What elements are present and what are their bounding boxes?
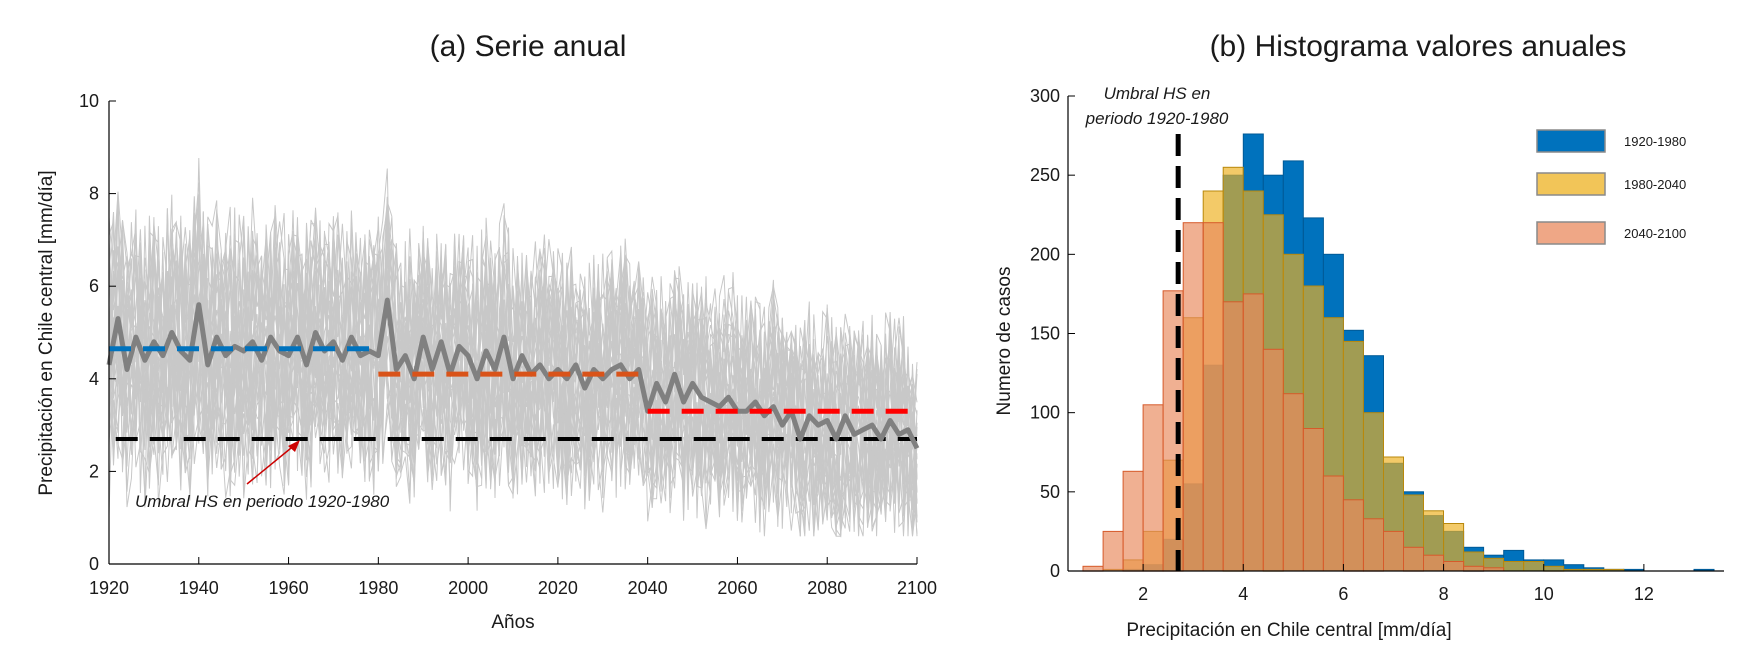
panel-b-histogram: (b) Histograma valores anuales 2 4 6 8 10 12 0… (994, 30, 1724, 641)
panel-a-annual-series: (a) Serie anual 1920 1940 1960 1980 2000 2020… (36, 30, 937, 633)
x-tick-label: 10 (1534, 584, 1554, 604)
histogram-bar-2040-2100 (1102, 530, 1124, 572)
legend-label-2040-2100: 2040-2100 (1624, 226, 1686, 241)
x-tick-label: 2100 (897, 578, 937, 598)
panel-a-y-axis-label: Precipitación en Chile central [mm/día] (36, 170, 57, 495)
y-tick-label: 250 (1030, 165, 1060, 185)
histogram-bar-2040-2100 (1082, 565, 1104, 572)
ensemble-member-line (108, 214, 918, 536)
x-tick-label: 1940 (179, 578, 219, 598)
x-tick-label: 2000 (448, 578, 488, 598)
panel-a-x-axis-label: Años (491, 612, 534, 633)
ensemble-member-line (108, 211, 918, 514)
legend-swatch-1980-2040 (1536, 172, 1606, 196)
y-tick-label: 2 (89, 461, 99, 481)
y-tick-label: 10 (79, 91, 99, 111)
legend-label-1920-1980: 1920-1980 (1624, 134, 1686, 149)
y-tick-label: 0 (1050, 561, 1060, 581)
panel-b-y-axis-label: Numero de casos (994, 267, 1015, 416)
histogram-bar-2040-2100 (1403, 546, 1424, 572)
histogram-bar-2040-2100 (1423, 554, 1444, 572)
histogram-bar-2040-2100 (1302, 428, 1324, 572)
x-tick-label: 8 (1439, 584, 1449, 604)
y-tick-label: 150 (1030, 324, 1060, 344)
histogram-bar-2040-2100 (1342, 499, 1364, 572)
x-tick-label: 12 (1634, 584, 1654, 604)
panel-b-x-axis-label: Precipitación en Chile central [mm/día] (1126, 620, 1451, 641)
histogram-bar-2040-2100 (1363, 518, 1384, 572)
histogram-bar-2040-2100 (1242, 293, 1264, 572)
x-tick-label: 6 (1338, 584, 1348, 604)
panel-b-threshold-annotation-line2: periodo 1920-1980 (1085, 109, 1229, 128)
histogram-bar-2040-2100 (1282, 393, 1304, 572)
ensemble-member-line (108, 168, 918, 531)
histogram-bar-2040-2100 (1383, 530, 1404, 572)
y-tick-label: 300 (1030, 86, 1060, 106)
annotation-arrow-line (246, 443, 297, 485)
y-tick-label: 50 (1040, 482, 1060, 502)
histogram-bar-2040-2100 (1222, 301, 1244, 572)
histogram-bar-2040-2100 (1202, 222, 1224, 572)
y-tick-label: 6 (89, 276, 99, 296)
histogram-bar-2040-2100 (1262, 348, 1284, 572)
legend-swatch-1920-1980 (1536, 129, 1606, 153)
x-tick-label: 2080 (807, 578, 847, 598)
x-tick-label: 2040 (628, 578, 668, 598)
x-tick-label: 2060 (717, 578, 757, 598)
ensemble-member-line (108, 191, 918, 529)
x-tick-label: 1920 (89, 578, 129, 598)
histogram-bar-2040-2100 (1182, 222, 1204, 572)
panel-b-title: (b) Histograma valores anuales (1210, 30, 1627, 63)
legend-label-1980-2040: 1980-2040 (1624, 177, 1686, 192)
panel-a-title: (a) Serie anual (430, 30, 627, 63)
histogram-bar-1980-2040 (1503, 561, 1525, 572)
histogram-bar-1980-2040 (1543, 565, 1565, 572)
histogram-bar-2040-2100 (1142, 404, 1164, 572)
histogram-bar-2040-2100 (1463, 565, 1485, 572)
ensemble-mean-line (106, 297, 920, 450)
ensemble-member-line (108, 229, 918, 534)
histogram-bar-1980-2040 (1523, 561, 1545, 572)
y-tick-label: 200 (1030, 244, 1060, 264)
x-tick-label: 4 (1238, 584, 1248, 604)
histogram-bar-2040-2100 (1122, 470, 1144, 572)
x-tick-label: 2020 (538, 578, 578, 598)
panel-a-threshold-annotation: Umbral HS en periodo 1920-1980 (135, 492, 390, 511)
y-tick-label: 8 (89, 184, 99, 204)
y-tick-label: 0 (89, 554, 99, 574)
annotation-arrow-head (288, 440, 300, 452)
y-tick-label: 4 (89, 369, 99, 389)
histogram-bar-2040-2100 (1322, 475, 1344, 572)
legend: 1920-1980 1980-2040 2040-2100 (1536, 129, 1686, 245)
histogram-bar-2040-2100 (1443, 561, 1465, 572)
x-tick-label: 1980 (358, 578, 398, 598)
ensemble-member-line (108, 212, 918, 528)
y-tick-label: 100 (1030, 403, 1060, 423)
x-tick-label: 2 (1138, 584, 1148, 604)
panel-b-threshold-annotation-line1: Umbral HS en (1104, 84, 1211, 103)
x-tick-label: 1960 (269, 578, 309, 598)
legend-swatch-2040-2100 (1536, 221, 1606, 245)
